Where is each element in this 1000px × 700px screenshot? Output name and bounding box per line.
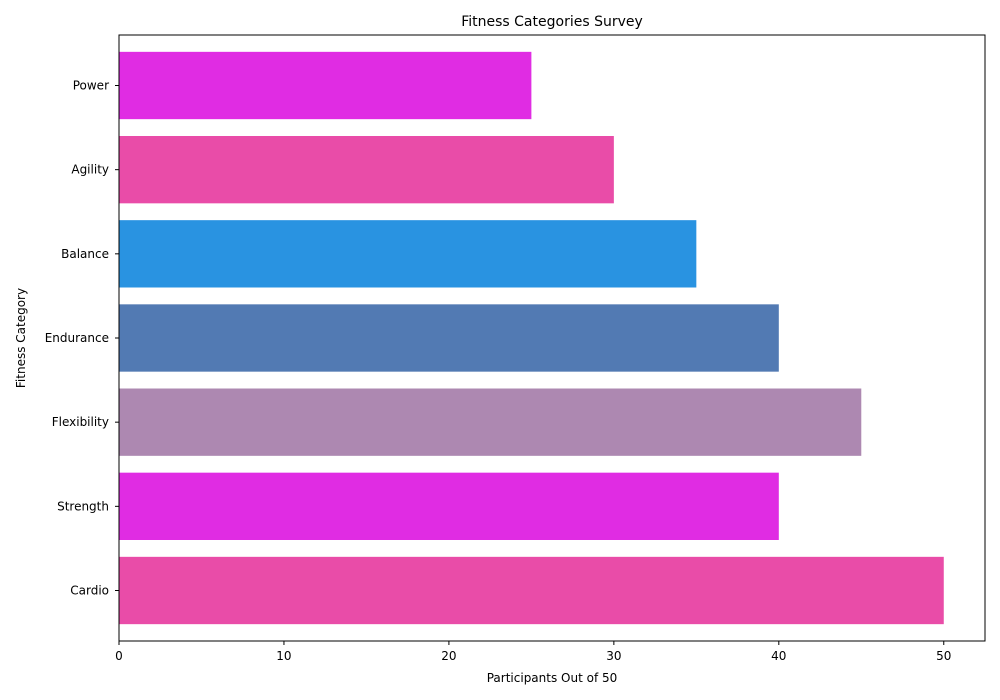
y-tick-label: Balance (61, 247, 109, 261)
bar-flexibility (119, 388, 862, 456)
y-tick-label: Power (73, 79, 109, 93)
y-tick-label: Cardio (70, 584, 109, 598)
x-tick-label: 30 (606, 649, 621, 663)
bar-endurance (119, 304, 779, 372)
x-tick-label: 50 (936, 649, 951, 663)
chart-title: Fitness Categories Survey (461, 14, 643, 30)
bar-strength (119, 472, 779, 540)
y-tick-label: Flexibility (52, 415, 109, 429)
y-tick-group: Cardio Strength Flexibility Endurance Balanc… (45, 79, 119, 598)
x-tick-label: 40 (771, 649, 786, 663)
y-tick-label: Agility (71, 163, 109, 177)
x-tick-label: 20 (441, 649, 456, 663)
x-tick-label: 10 (276, 649, 291, 663)
plot-frame (118, 34, 986, 642)
bar-agility (119, 136, 614, 204)
y-tick-label: Endurance (45, 331, 109, 345)
bar-cardio (119, 556, 944, 625)
y-tick-label: Strength (57, 499, 109, 513)
bars-group (119, 51, 944, 625)
bar-balance (119, 220, 697, 288)
y-axis-title: Fitness Category (14, 288, 28, 388)
bar-power (119, 51, 532, 120)
x-tick-group: 0 10 20 30 40 50 (115, 641, 951, 663)
x-axis-title: Participants Out of 50 (487, 671, 618, 685)
x-tick-label: 0 (115, 649, 123, 663)
